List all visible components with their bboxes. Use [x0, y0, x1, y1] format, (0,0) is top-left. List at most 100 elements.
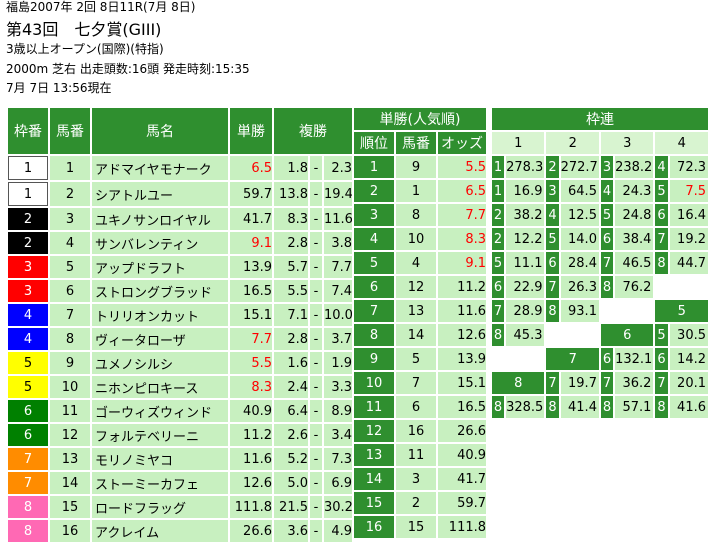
pop-rank: 11	[354, 396, 394, 418]
place-odds-min: 2.6	[274, 424, 308, 446]
wakuren-odds: 11.1	[506, 252, 545, 274]
pop-horse-number: 16	[396, 420, 436, 442]
pop-horse-number: 10	[396, 228, 436, 250]
wakuren-odds: 278.3	[506, 156, 545, 178]
wakuren-title: 枠連	[492, 108, 708, 130]
popularity-row: 5 4 9.1	[354, 252, 487, 274]
horse-row: 4 7 トリリオンカット 15.1 7.1-10.0	[8, 304, 352, 326]
pop-horse-number: 13	[396, 300, 436, 322]
wakuren-key: 5	[655, 324, 668, 346]
popularity-title: 単勝(人気順)	[354, 108, 487, 130]
horse-row: 7 14 ストーミーカフェ 12.6 5.0-6.9	[8, 472, 352, 494]
place-odds-min: 5.7	[274, 256, 308, 278]
win-odds: 11.6	[230, 448, 272, 470]
wakuren-key: 6	[546, 252, 559, 274]
place-odds-separator: -	[310, 304, 322, 326]
waku-badge: 3	[8, 280, 48, 302]
wakuren-row: 8 328.5 8 41.4 8 57.1 8 41.6	[492, 396, 708, 418]
horse-number: 15	[50, 496, 90, 518]
pop-rank: 15	[354, 492, 394, 514]
pop-horse-number: 2	[396, 492, 436, 514]
place-odds-separator: -	[310, 182, 322, 206]
horse-name: ロードフラッグ	[92, 496, 228, 518]
as-of-time: 7月 7日 13:56現在	[6, 81, 112, 95]
pop-horse-number: 7	[396, 372, 436, 394]
place-odds-separator: -	[310, 208, 322, 230]
wakuren-col-4: 4	[655, 132, 708, 154]
horse-number: 5	[50, 256, 90, 278]
wakuren-key: 4	[600, 180, 614, 202]
horse-name: フォルテベリーニ	[92, 424, 228, 446]
horse-name: ストーミーカフェ	[92, 472, 228, 494]
pop-odds: 5.5	[438, 156, 487, 178]
wakuren-key: 8	[546, 300, 559, 322]
waku-badge: 2	[8, 208, 48, 230]
pop-horse-number: 11	[396, 444, 436, 466]
place-odds-min: 2.8	[274, 328, 308, 350]
wakuren-odds: 24.8	[615, 204, 654, 226]
pop-odds: 111.8	[438, 516, 487, 538]
wakuren-col-3: 3	[600, 132, 654, 154]
popularity-row: 6 12 11.2	[354, 276, 487, 298]
horse-number: 16	[50, 520, 90, 542]
race-title: 第43回 七夕賞(GIII)	[6, 20, 162, 39]
wakuren-odds: 7.5	[669, 180, 708, 202]
wakuren-odds: 64.5	[560, 180, 599, 202]
horse-row: 8 15 ロードフラッグ 111.8 21.5-30.2	[8, 496, 352, 518]
place-odds-max: 7.7	[324, 256, 352, 278]
wakuren-col-2: 2	[546, 132, 599, 154]
popularity-row: 8 14 12.6	[354, 324, 487, 346]
place-odds-separator: -	[310, 400, 322, 422]
popularity-row: 2 1 6.5	[354, 180, 487, 202]
wakuren-odds: 132.1	[615, 348, 654, 370]
wakuren-group-header: 5	[655, 300, 708, 322]
wakuren-key: 4	[655, 156, 668, 178]
wakuren-key: 8	[655, 396, 668, 418]
pop-rank: 6	[354, 276, 394, 298]
wakuren-odds: 22.9	[506, 276, 545, 298]
pop-horse-number: 15	[396, 516, 436, 538]
header-place: 複勝	[274, 108, 352, 154]
waku-badge: 5	[8, 376, 48, 398]
popularity-row: 10 7 15.1	[354, 372, 487, 394]
place-odds-min: 5.5	[274, 280, 308, 302]
wakuren-blank	[546, 324, 598, 346]
horse-name: ストロングブラッド	[92, 280, 228, 302]
place-odds-separator: -	[310, 496, 322, 518]
pop-rank: 7	[354, 300, 394, 322]
wakuren-row: 2 12.2 5 14.0 6 38.4 7 19.2	[492, 228, 708, 250]
wakuren-key: 8	[492, 396, 505, 418]
horse-name: トリリオンカット	[92, 304, 228, 326]
waku-badge: 6	[8, 424, 48, 446]
waku-badge: 7	[8, 472, 48, 494]
horse-row: 6 11 ゴーウィズウィンド 40.9 6.4-8.9	[8, 400, 352, 422]
popularity-row: 13 11 40.9	[354, 444, 487, 466]
header-horse-name: 馬名	[92, 108, 228, 154]
wakuren-odds: 57.1	[615, 396, 654, 418]
horse-number: 2	[50, 182, 90, 206]
horse-name: モリノミヤコ	[92, 448, 228, 470]
wakuren-row: 8 7 19.7 7 36.2 7 20.1	[492, 372, 708, 394]
wakuren-odds: 44.7	[669, 252, 708, 274]
popularity-row: 14 3 41.7	[354, 468, 487, 490]
win-odds: 40.9	[230, 400, 272, 422]
pop-rank: 13	[354, 444, 394, 466]
horse-number: 13	[50, 448, 90, 470]
horse-row: 5 10 ニホンピロキース 8.3 2.4-3.3	[8, 376, 352, 398]
wakuren-key: 2	[492, 204, 505, 226]
pop-horse-number: 8	[396, 204, 436, 226]
place-odds-max: 8.9	[324, 400, 352, 422]
horse-number: 10	[50, 376, 90, 398]
win-odds: 16.5	[230, 280, 272, 302]
wakuren-odds: 41.4	[560, 396, 599, 418]
pop-odds: 9.1	[438, 252, 487, 274]
horse-number: 8	[50, 328, 90, 350]
wakuren-odds: 19.7	[560, 372, 599, 394]
wakuren-key: 7	[546, 276, 559, 298]
wakuren-odds: 12.2	[506, 228, 545, 250]
pop-rank: 10	[354, 372, 394, 394]
win-odds: 59.7	[230, 182, 272, 206]
odds-table: 枠番 馬番 馬名 単勝 複勝 1 1 アドマイヤモナーク 6.5 1.8-2.3 1 2 シア…	[6, 106, 354, 544]
horse-number: 1	[50, 156, 90, 180]
wakuren-key: 1	[492, 156, 505, 178]
